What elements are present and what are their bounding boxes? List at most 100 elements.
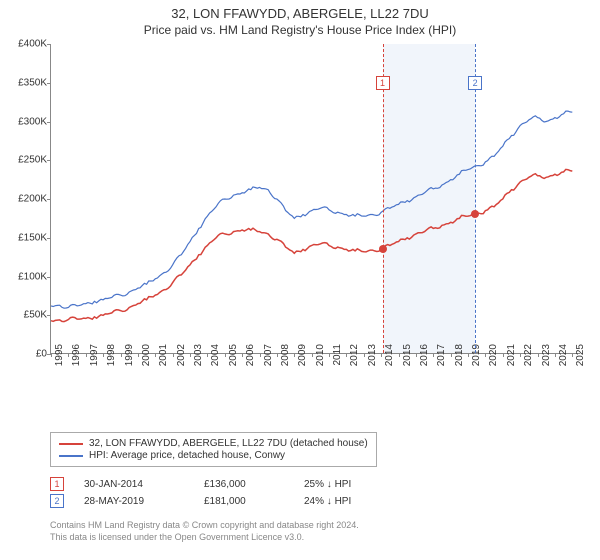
x-tick-mark [86,353,87,357]
transaction-vline [475,44,476,353]
x-tick-mark [346,353,347,357]
x-tick-label: 2025 [575,344,586,394]
x-tick-label: 1999 [124,344,135,394]
y-tick-label: £50K [3,310,47,321]
y-tick-label: £300K [3,116,47,127]
y-tick-label: £150K [3,232,47,243]
x-tick-label: 2009 [297,344,308,394]
x-tick-label: 1996 [71,344,82,394]
y-tick-label: £350K [3,77,47,88]
transaction-marker-2: 2 [468,76,482,90]
x-tick-mark [433,353,434,357]
x-tick-label: 2020 [488,344,499,394]
x-tick-label: 2002 [176,344,187,394]
x-tick-mark [51,353,52,357]
transaction-marker-1: 1 [376,76,390,90]
transaction-row: 228-MAY-2019£181,00024% ↓ HPI [50,494,580,508]
x-tick-mark [555,353,556,357]
x-tick-label: 2006 [245,344,256,394]
transaction-dot-2 [471,210,479,218]
transaction-date: 30-JAN-2014 [84,479,184,490]
transaction-row: 1 30-JAN-2014 £136,000 25% ↓ HPI [50,477,580,491]
y-tick-mark [47,83,51,84]
x-tick-label: 2021 [506,344,517,394]
x-tick-mark [572,353,573,357]
x-tick-mark [225,353,226,357]
transaction-row-marker: 1 [50,477,64,491]
x-tick-mark [416,353,417,357]
x-tick-mark [277,353,278,357]
legend-box: 32, LON FFAWYDD, ABERGELE, LL22 7DU (det… [50,432,377,467]
x-tick-mark [485,353,486,357]
x-tick-label: 2016 [419,344,430,394]
x-tick-mark [190,353,191,357]
x-tick-label: 2001 [158,344,169,394]
x-tick-mark [294,353,295,357]
transaction-vline [383,44,384,353]
x-tick-label: 2014 [384,344,395,394]
x-tick-mark [381,353,382,357]
x-tick-mark [242,353,243,357]
series-price_paid [51,169,572,321]
x-tick-mark [312,353,313,357]
x-tick-label: 2008 [280,344,291,394]
footer-attribution: Contains HM Land Registry data © Crown c… [50,520,580,543]
x-tick-label: 2000 [141,344,152,394]
x-tick-mark [329,353,330,357]
series-hpi [51,111,572,308]
x-tick-label: 2004 [210,344,221,394]
transaction-date: 28-MAY-2019 [84,496,184,507]
x-tick-mark [103,353,104,357]
x-tick-mark [260,353,261,357]
x-tick-mark [520,353,521,357]
transaction-price: £136,000 [204,479,284,490]
legend: 32, LON FFAWYDD, ABERGELE, LL22 7DU (det… [50,432,580,467]
x-tick-label: 1997 [89,344,100,394]
footer-line-1: Contains HM Land Registry data © Crown c… [50,520,580,532]
chart-title: 32, LON FFAWYDD, ABERGELE, LL22 7DU [0,6,600,21]
x-tick-label: 2013 [367,344,378,394]
x-tick-label: 2005 [228,344,239,394]
y-tick-mark [47,238,51,239]
x-tick-label: 2012 [349,344,360,394]
transaction-dot-1 [379,245,387,253]
x-tick-label: 2022 [523,344,534,394]
legend-label: HPI: Average price, detached house, Conw… [89,450,285,461]
transaction-delta: 24% ↓ HPI [304,496,394,507]
legend-swatch [59,455,83,457]
transaction-table: 130-JAN-2014£136,00025% ↓ HPI228-MAY-201… [50,474,580,511]
y-tick-mark [47,122,51,123]
x-tick-mark [68,353,69,357]
y-tick-label: £200K [3,194,47,205]
transaction-price: £181,000 [204,496,284,507]
transaction-delta: 25% ↓ HPI [304,479,394,490]
x-tick-label: 2010 [315,344,326,394]
footer-line-2: This data is licensed under the Open Gov… [50,532,580,544]
x-tick-mark [364,353,365,357]
legend-swatch [59,443,83,445]
x-tick-label: 2017 [436,344,447,394]
x-tick-label: 2015 [402,344,413,394]
legend-row: 32, LON FFAWYDD, ABERGELE, LL22 7DU (det… [59,438,368,449]
chart-container: 32, LON FFAWYDD, ABERGELE, LL22 7DU Pric… [0,0,600,560]
plot-region: £0£50K£100K£150K£200K£250K£300K£350K£400… [50,44,580,354]
x-tick-mark [121,353,122,357]
x-tick-mark [538,353,539,357]
legend-label: 32, LON FFAWYDD, ABERGELE, LL22 7DU (det… [89,438,368,449]
x-tick-mark [207,353,208,357]
line-series-svg [51,44,581,354]
y-tick-label: £100K [3,271,47,282]
x-tick-mark [451,353,452,357]
y-tick-label: £400K [3,39,47,50]
y-tick-label: £250K [3,155,47,166]
y-tick-label: £0 [3,349,47,360]
x-tick-mark [155,353,156,357]
x-tick-label: 2018 [454,344,465,394]
y-tick-mark [47,277,51,278]
y-tick-mark [47,315,51,316]
chart-area: £0£50K£100K£150K£200K£250K£300K£350K£400… [50,44,580,374]
x-tick-mark [173,353,174,357]
title-block: 32, LON FFAWYDD, ABERGELE, LL22 7DU Pric… [0,0,600,39]
legend-row: HPI: Average price, detached house, Conw… [59,450,368,461]
x-tick-label: 2019 [471,344,482,394]
